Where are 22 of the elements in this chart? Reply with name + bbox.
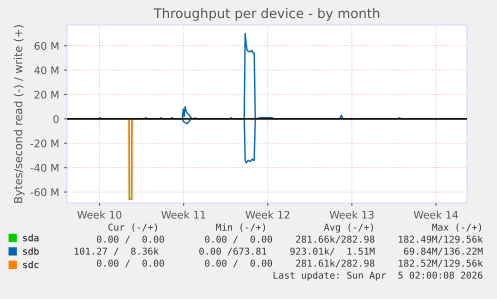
y-tick-label: 40 M [34,66,58,74]
x-tick-label: Week 14 [414,210,458,219]
x-tick-label: Week 11 [161,210,206,219]
y-tick-label: 60 M [34,42,58,50]
y-axis-title: Bytes/second read (-) / write (+) [14,25,24,203]
y-tick-label: -60 M [30,188,58,196]
y-tick-label: -40 M [30,164,58,172]
text: Cur (-/+) Min (-/+) Avg (-/+) Max (-/+) [108,223,482,233]
text: Last update: Sun Apr 5 02:00:08 2026 [274,271,482,281]
x-tick-label: Week 10 [77,210,122,219]
y-tick-label: -20 M [30,139,58,148]
x-tick-label: Week 12 [246,210,290,219]
legend-label: sdc [23,260,38,268]
chart-title: Throughput per device - by month [154,8,380,21]
x-tick-label: Week 13 [330,210,374,219]
text: 0.00 / 0.00 0.00 / 0.00 281.61k/282.98 182.52M/129.56k [96,259,483,268]
y-tick-label: 0 [53,115,59,123]
text: 101.27 / 8.36k 0.00 /673.81 923.01k/ 1.51M 69.84M/136.22M [74,247,483,256]
y-tick-label: 20 M [34,90,58,99]
legend-label: sda [23,234,38,242]
legend-label: sdb [23,247,39,255]
text: 0.00 / 0.00 0.00 / 0.00 281.66k/282.98 182.49M/129.56k [96,235,483,244]
